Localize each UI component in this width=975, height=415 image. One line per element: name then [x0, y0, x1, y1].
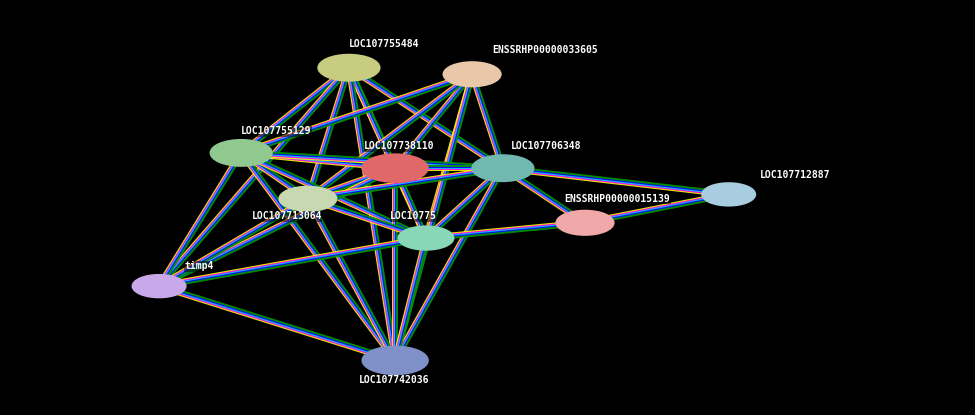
Text: ENSSRHP00000015139: ENSSRHP00000015139	[565, 194, 670, 204]
Text: timp4: timp4	[184, 261, 214, 271]
Circle shape	[133, 275, 186, 298]
Circle shape	[398, 226, 453, 250]
Circle shape	[444, 62, 501, 86]
Circle shape	[363, 154, 428, 182]
Circle shape	[702, 183, 756, 206]
Text: LOC107742036: LOC107742036	[359, 375, 430, 385]
Text: LOC107755129: LOC107755129	[241, 126, 312, 136]
Text: LOC107738110: LOC107738110	[365, 142, 435, 151]
Text: LOC107755484: LOC107755484	[349, 39, 419, 49]
Text: LOC107713064: LOC107713064	[252, 211, 322, 221]
Circle shape	[318, 55, 379, 81]
Circle shape	[211, 140, 272, 166]
Text: LOC107706348: LOC107706348	[511, 142, 582, 151]
Text: ENSSRHP00000033605: ENSSRHP00000033605	[492, 45, 599, 55]
Circle shape	[472, 155, 533, 181]
Text: LOC10775: LOC10775	[390, 211, 437, 221]
Circle shape	[279, 186, 336, 211]
Circle shape	[363, 347, 428, 374]
Text: LOC107712887: LOC107712887	[760, 170, 830, 180]
Circle shape	[557, 210, 613, 235]
